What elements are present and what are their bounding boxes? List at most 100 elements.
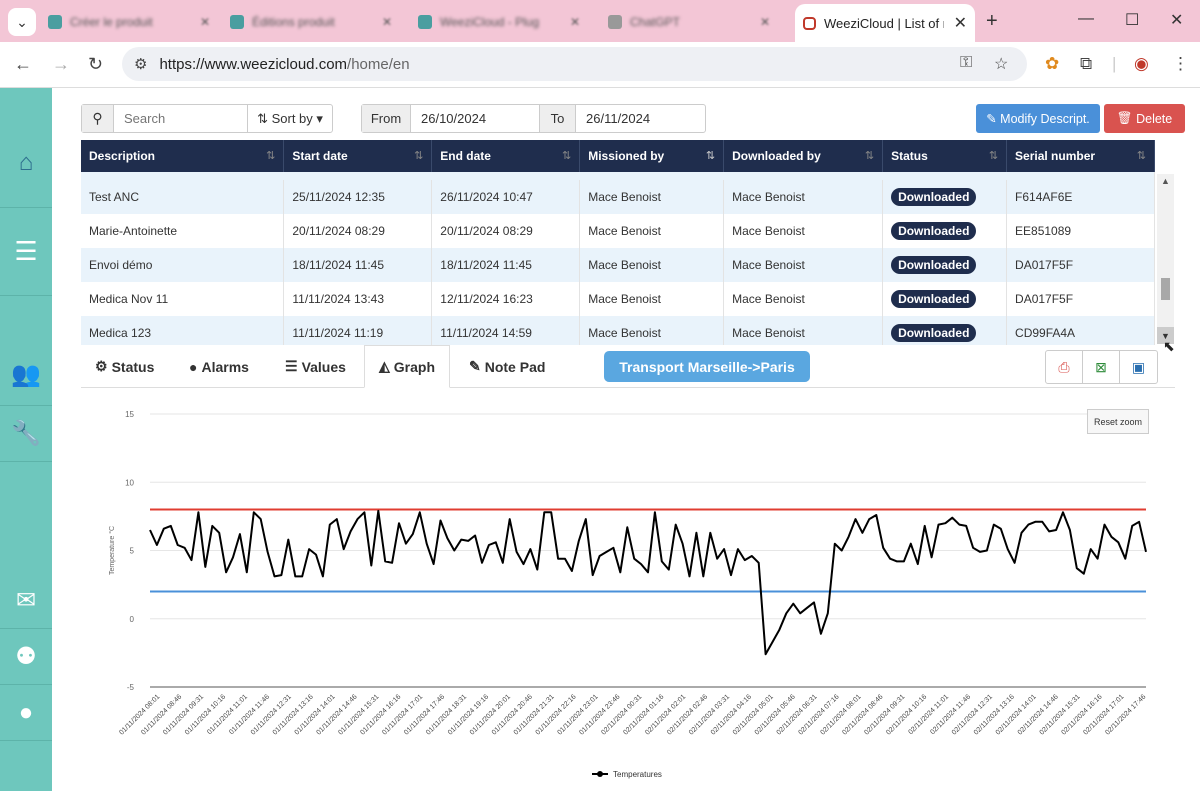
search-input[interactable] bbox=[114, 105, 247, 132]
scroll-up-icon[interactable]: ▲ bbox=[1161, 176, 1170, 186]
tab-values[interactable]: ☰ Values bbox=[285, 345, 346, 388]
extensions-puzzle-icon[interactable]: ⧉ bbox=[1080, 54, 1093, 73]
x-tick-label: 02/11/2024 10:16 bbox=[885, 693, 928, 736]
delete-button[interactable]: 🗑 Delete bbox=[1104, 104, 1185, 133]
extension-icon[interactable]: ✿ bbox=[1045, 54, 1060, 73]
reset-zoom-button[interactable]: Reset zoom bbox=[1087, 409, 1149, 434]
area-chart-icon: ◭ bbox=[379, 358, 390, 374]
close-icon[interactable]: ✕ bbox=[570, 15, 581, 29]
tab-alarms[interactable]: ● Alarms bbox=[189, 345, 249, 388]
x-tick-label: 02/11/2024 02:46 bbox=[666, 693, 709, 736]
forward-arrow-icon[interactable]: → bbox=[52, 54, 70, 74]
y-tick-label: 10 bbox=[125, 478, 134, 487]
sort-desc-icon[interactable]: ⇅ bbox=[705, 150, 716, 162]
url-text[interactable]: https://www.weezicloud.com/home/en bbox=[159, 56, 409, 73]
new-tab-plus-icon[interactable]: + bbox=[986, 10, 998, 32]
x-tick-label: 01/11/2024 19:16 bbox=[447, 693, 490, 736]
active-browser-tab[interactable]: WeeziCloud | List of m ✕ bbox=[795, 4, 975, 42]
gears-icon: ⚙ bbox=[95, 358, 108, 374]
column-header[interactable]: Description ⇅ bbox=[81, 140, 285, 172]
reload-icon[interactable]: ↻ bbox=[88, 54, 104, 74]
y-axis-label: Temperature °C bbox=[108, 526, 116, 575]
tab-status[interactable]: ⚙ Status bbox=[95, 345, 154, 388]
cell-downloaded-by: Mace Benoist bbox=[723, 214, 884, 248]
browser-tab[interactable]: WeeziCloud - Plug ✕ bbox=[410, 8, 588, 36]
close-icon[interactable]: ✕ bbox=[953, 15, 967, 32]
bookmark-star-icon[interactable]: ☆ bbox=[994, 56, 1009, 73]
search-icon[interactable]: ⚲ bbox=[82, 105, 114, 132]
x-tick-label: 01/11/2024 13:16 bbox=[272, 693, 315, 736]
column-header[interactable]: End date ⇅ bbox=[431, 140, 581, 172]
column-header[interactable]: Status ⇅ bbox=[882, 140, 1008, 172]
table-row[interactable]: Medica 123 11/11/2024 11:19 11/11/2024 1… bbox=[81, 316, 1155, 345]
panel-tabs: ⚙ Status ● Alarms ☰ Values ◭ Graph ✎ Note Pad bbox=[81, 345, 1175, 388]
sort-by-button[interactable]: ⇅ Sort by ▾ bbox=[247, 105, 332, 132]
browser-tab[interactable]: Créer le produit ✕ bbox=[40, 8, 218, 36]
modify-label: Modify Descript. bbox=[1000, 111, 1090, 126]
cell-missioned-by: Mace Benoist bbox=[579, 316, 725, 345]
x-tick-label: 01/11/2024 11:01 bbox=[206, 693, 249, 736]
table-row[interactable]: Medica Nov 11 11/11/2024 13:43 12/11/202… bbox=[81, 282, 1155, 316]
close-icon[interactable]: ✕ bbox=[200, 15, 211, 29]
excel-file-icon[interactable]: ⊠ bbox=[1083, 351, 1120, 383]
tab-note-pad[interactable]: ✎ Note Pad bbox=[469, 345, 545, 388]
sort-icon[interactable]: ⇅ bbox=[266, 150, 276, 162]
from-date-input[interactable]: 26/10/2024 bbox=[411, 105, 540, 132]
android-icon[interactable]: ⚉ bbox=[0, 629, 52, 685]
scrollbar-thumb[interactable] bbox=[1161, 278, 1170, 300]
table-spacer bbox=[81, 172, 1155, 180]
column-header[interactable]: Serial number ⇅ bbox=[1006, 140, 1155, 172]
to-date-input[interactable]: 26/11/2024 bbox=[586, 111, 651, 126]
pdf-file-icon[interactable]: ⎙ bbox=[1046, 351, 1083, 383]
back-arrow-icon[interactable]: ← bbox=[14, 54, 32, 74]
mail-icon[interactable]: ✉ bbox=[0, 573, 52, 629]
x-tick-label: 01/11/2024 09:31 bbox=[162, 693, 205, 736]
cell-description: Test ANC bbox=[81, 180, 285, 214]
browser-tab[interactable]: ChatGPT ✕ bbox=[600, 8, 778, 36]
search-group: ⚲ ⇅ Sort by ▾ bbox=[81, 104, 333, 133]
apple-icon[interactable]: ● bbox=[0, 685, 52, 741]
maximize-icon[interactable]: ☐ bbox=[1125, 12, 1140, 29]
table-row[interactable]: Marie-Antoinette 20/11/2024 08:29 20/11/… bbox=[81, 214, 1155, 248]
minimize-icon[interactable]: — bbox=[1078, 10, 1094, 27]
close-icon[interactable]: ✕ bbox=[382, 15, 393, 29]
cell-downloaded-by: Mace Benoist bbox=[723, 282, 884, 316]
sort-icon[interactable]: ⇅ bbox=[1136, 150, 1146, 162]
cell-description: Medica 123 bbox=[81, 316, 285, 345]
key-icon[interactable]: ⚿ bbox=[960, 54, 973, 71]
sort-icon[interactable]: ⇅ bbox=[988, 150, 999, 162]
x-tick-label: 02/11/2024 07:16 bbox=[797, 693, 840, 736]
x-tick-label: 01/11/2024 10:16 bbox=[184, 693, 227, 736]
close-icon[interactable]: ✕ bbox=[760, 15, 771, 29]
profile-icon[interactable]: ◉ bbox=[1134, 54, 1149, 73]
wrench-icon[interactable]: 🔧 bbox=[0, 406, 52, 462]
column-header[interactable]: Start date ⇅ bbox=[283, 140, 433, 172]
list-icon[interactable]: ☰ bbox=[0, 208, 52, 296]
mission-title-button[interactable]: Transport Marseille->Paris bbox=[604, 351, 810, 382]
table-row[interactable]: Test ANC 25/11/2024 12:35 26/11/2024 10:… bbox=[81, 180, 1155, 214]
sort-icon[interactable]: ⇅ bbox=[562, 150, 572, 162]
site-settings-icon[interactable]: ⚙ bbox=[134, 56, 148, 73]
url-bar[interactable]: ⚙ https://www.weezicloud.com/home/en ⚿ ☆ bbox=[122, 47, 1027, 81]
users-icon[interactable]: 👥 bbox=[0, 343, 52, 406]
modify-description-button[interactable]: ✎ Modify Descript. bbox=[976, 104, 1100, 133]
table-row[interactable]: Envoi démo 18/11/2024 11:45 18/11/2024 1… bbox=[81, 248, 1155, 282]
image-file-icon[interactable]: ▣ bbox=[1131, 358, 1146, 375]
column-header[interactable]: Downloaded by ⇅ bbox=[723, 140, 884, 172]
sort-icon[interactable]: ⇅ bbox=[864, 150, 875, 162]
cell-status: Downloaded bbox=[882, 316, 1008, 345]
scroll-down-icon[interactable]: ▼ bbox=[1157, 327, 1174, 344]
tab-graph[interactable]: ◭ Graph bbox=[364, 345, 451, 388]
home-icon[interactable]: ⌂ bbox=[0, 118, 52, 208]
cell-end-date: 20/11/2024 08:29 bbox=[431, 214, 581, 248]
sort-icon[interactable]: ⇅ bbox=[414, 150, 424, 162]
weezicloud-favicon bbox=[803, 16, 816, 30]
window-close-icon[interactable]: ✕ bbox=[1170, 12, 1184, 29]
column-header[interactable]: Missioned by ⇅ bbox=[579, 140, 725, 172]
tab-title: Éditions produit bbox=[252, 15, 335, 29]
browser-tab[interactable]: Éditions produit ✕ bbox=[222, 8, 400, 36]
tab-search-button[interactable]: ⌄ bbox=[8, 8, 36, 36]
table-scrollbar[interactable]: ▲ ▼ bbox=[1157, 174, 1174, 344]
tab-favicon bbox=[48, 15, 62, 29]
more-menu-icon[interactable]: ⋮ bbox=[1172, 54, 1189, 73]
